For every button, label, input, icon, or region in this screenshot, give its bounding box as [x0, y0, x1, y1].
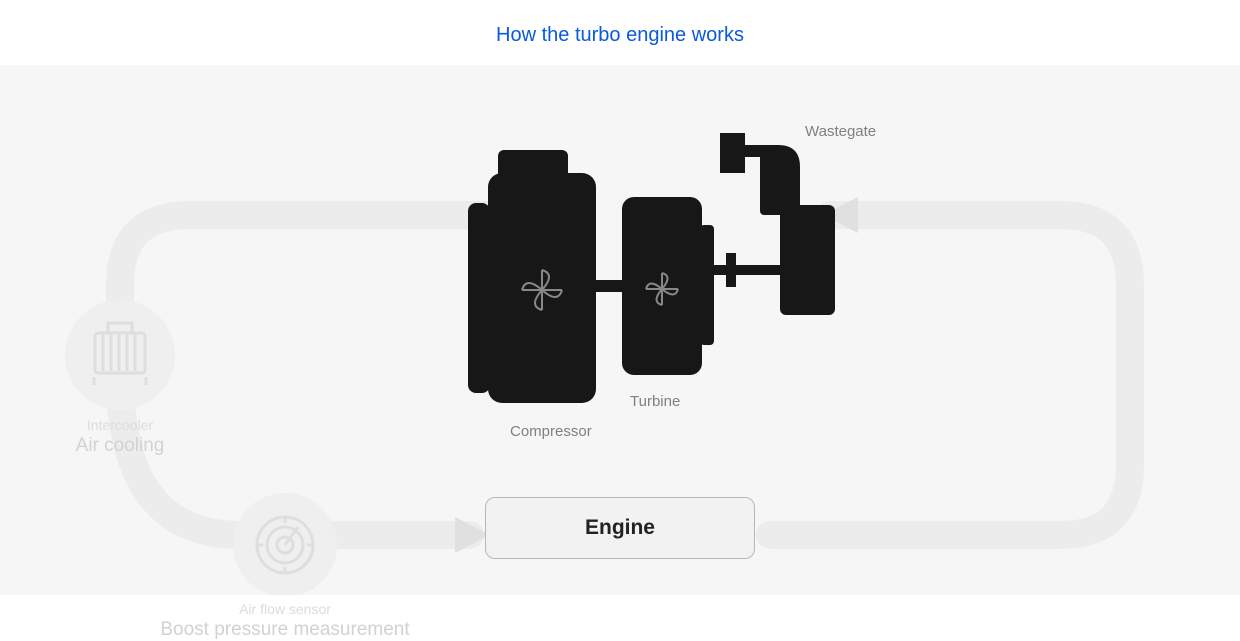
intercooler-line1: Intercooler	[60, 417, 180, 433]
diagram-canvas: Wastegate Turbine Compressor Intercooler…	[0, 65, 1240, 595]
page-title: How the turbo engine works	[0, 0, 1240, 65]
engine-box-label: Engine	[585, 516, 655, 540]
airflow-line2: Boost pressure measurement	[145, 619, 425, 641]
wastegate-label: Wastegate	[805, 123, 876, 140]
airflow-labels: Air flow sensor Boost pressure measureme…	[145, 601, 425, 641]
engine-box: Engine	[485, 497, 755, 559]
airflow-line1: Air flow sensor	[145, 601, 425, 617]
intercooler-line2: Air cooling	[60, 435, 180, 457]
intercooler-labels: Intercooler Air cooling	[60, 417, 180, 457]
compressor-label: Compressor	[510, 423, 592, 440]
turbine-label: Turbine	[630, 393, 680, 410]
